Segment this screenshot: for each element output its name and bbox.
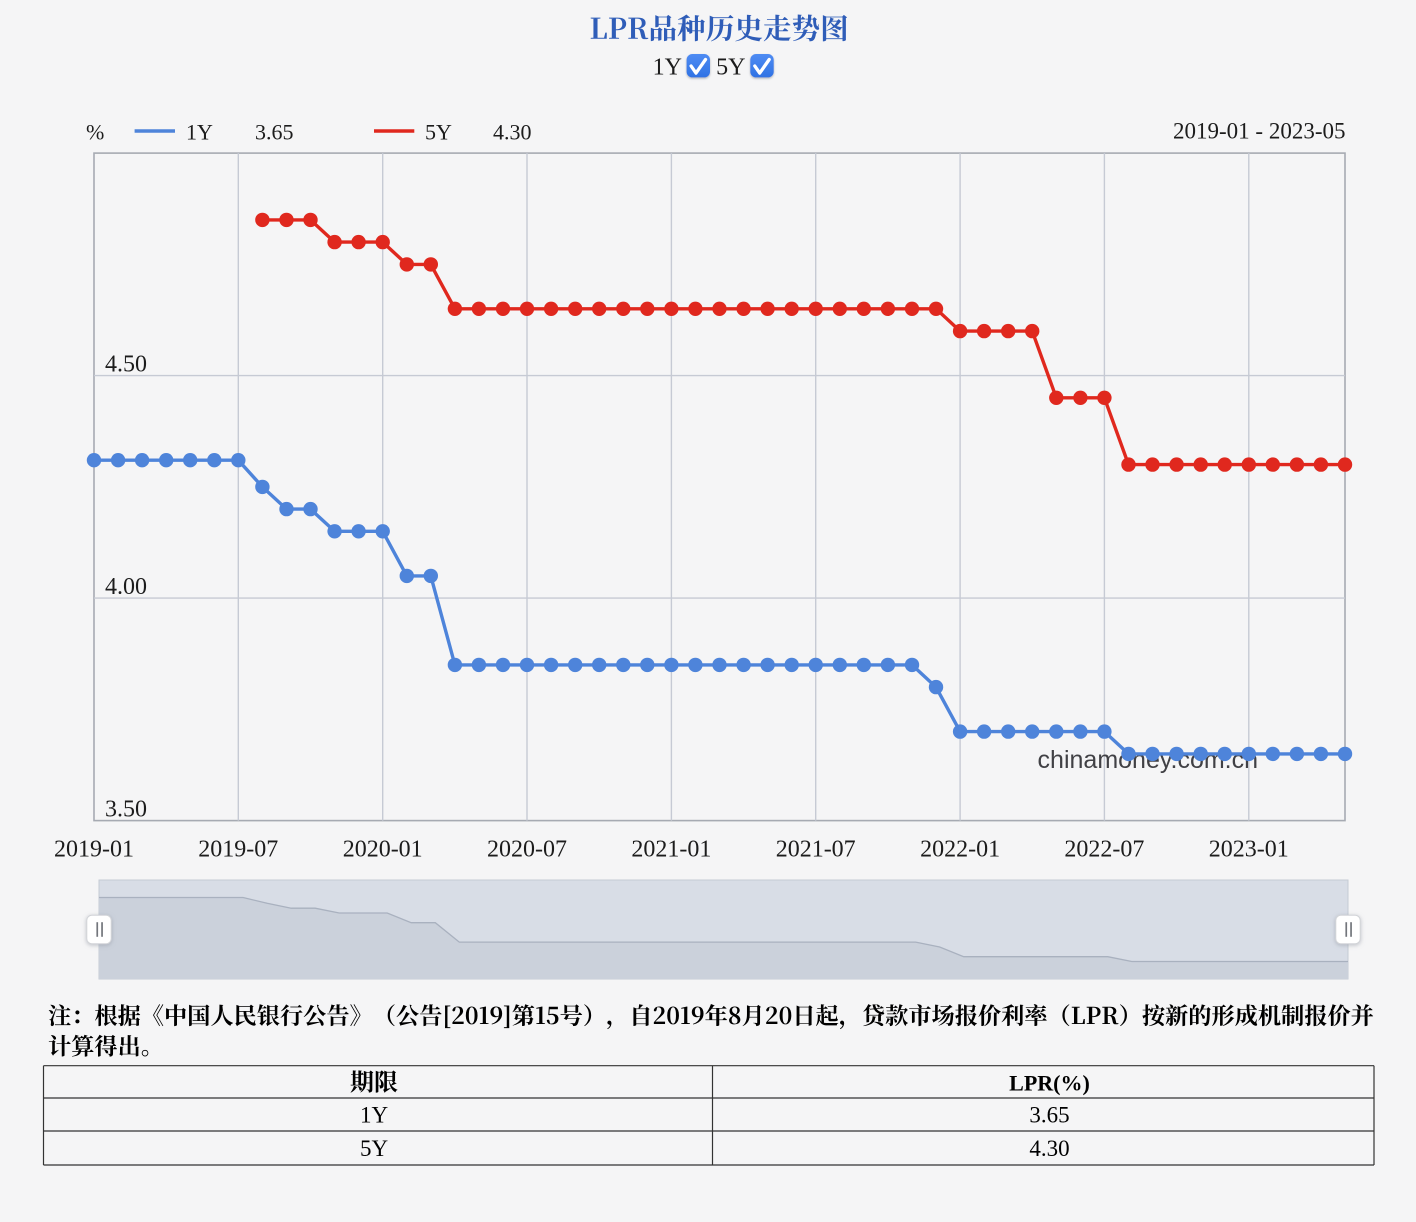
svg-text:3.65: 3.65 [1029, 1103, 1069, 1128]
svg-text:2022-07: 2022-07 [1064, 837, 1144, 863]
svg-text:2020-07: 2020-07 [487, 837, 567, 863]
svg-text:5Y: 5Y [360, 1136, 389, 1161]
svg-text:LPR(%): LPR(%) [1009, 1071, 1090, 1096]
svg-text:4.50: 4.50 [105, 351, 147, 377]
svg-text:4.30: 4.30 [1029, 1136, 1069, 1161]
svg-text:4.00: 4.00 [105, 574, 147, 600]
svg-text:3.50: 3.50 [105, 796, 147, 822]
svg-text:2022-01: 2022-01 [920, 837, 1000, 863]
svg-text:2023-01: 2023-01 [1209, 837, 1289, 863]
svg-text:2019-01: 2019-01 [54, 837, 134, 863]
svg-text:5Y: 5Y [716, 55, 745, 81]
svg-text:%: % [86, 120, 104, 145]
svg-text:3.65: 3.65 [255, 120, 294, 145]
svg-text:1Y: 1Y [186, 120, 213, 145]
svg-text:2019-07: 2019-07 [198, 837, 278, 863]
svg-text:2020-01: 2020-01 [343, 837, 423, 863]
svg-text:1Y: 1Y [360, 1103, 389, 1128]
svg-text:2021-07: 2021-07 [776, 837, 856, 863]
svg-text:1Y: 1Y [653, 55, 682, 81]
svg-text:2021-01: 2021-01 [631, 837, 711, 863]
svg-text:4.30: 4.30 [493, 120, 532, 145]
svg-text:2019-01 - 2023-05: 2019-01 - 2023-05 [1173, 119, 1345, 144]
svg-text:5Y: 5Y [425, 120, 452, 145]
